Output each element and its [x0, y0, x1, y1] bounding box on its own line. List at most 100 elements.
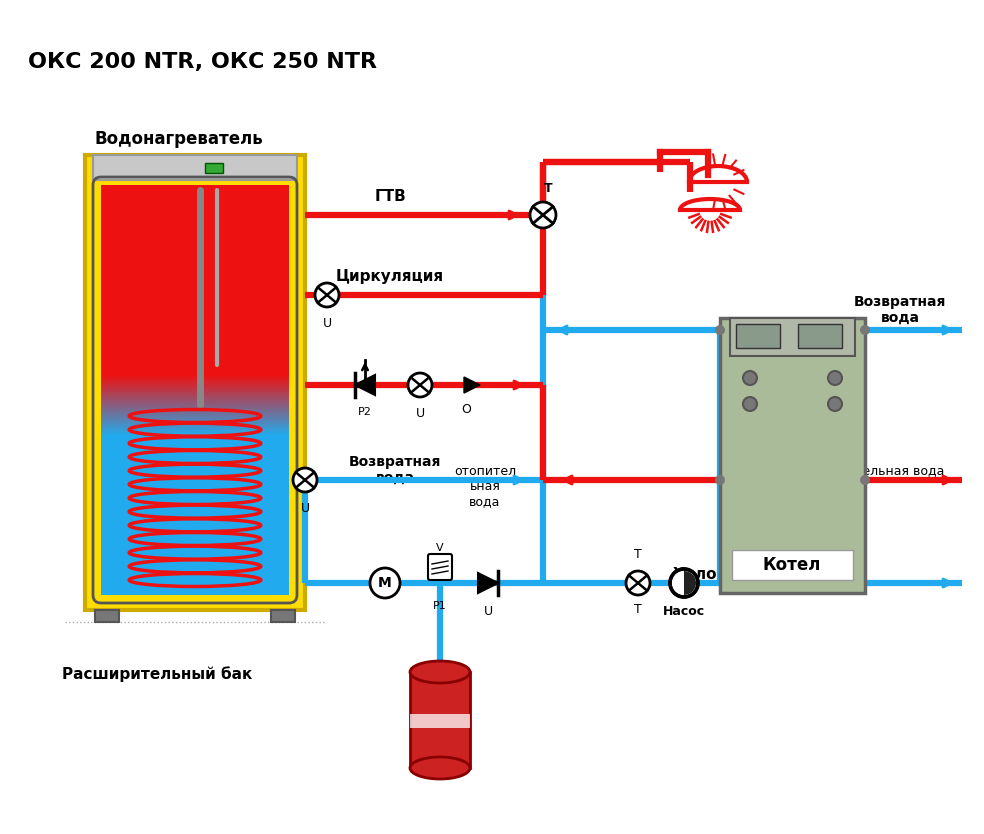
Circle shape — [626, 571, 650, 595]
Text: T: T — [544, 182, 552, 195]
Bar — [101, 396, 289, 397]
Bar — [101, 407, 289, 408]
Bar — [101, 403, 289, 404]
Bar — [101, 398, 289, 399]
FancyBboxPatch shape — [428, 554, 452, 580]
Ellipse shape — [410, 757, 470, 779]
Bar — [101, 376, 289, 377]
Bar — [410, 714, 470, 728]
Bar — [101, 423, 289, 424]
Circle shape — [828, 371, 842, 385]
Circle shape — [860, 325, 870, 335]
Bar — [101, 406, 289, 407]
Bar — [101, 374, 289, 376]
Bar — [101, 399, 289, 401]
Bar — [101, 419, 289, 420]
Bar — [101, 379, 289, 380]
Text: Циркуляция: Циркуляция — [336, 269, 444, 284]
Polygon shape — [478, 573, 498, 593]
Bar — [205, 163, 223, 173]
Bar — [101, 433, 289, 434]
Bar — [101, 389, 289, 391]
Bar — [101, 425, 289, 426]
Text: P2: P2 — [358, 407, 372, 417]
Bar — [271, 610, 295, 622]
Bar — [85, 155, 305, 610]
Text: отопител
ьная
вода: отопител ьная вода — [454, 465, 516, 508]
Bar — [93, 155, 297, 180]
Text: V: V — [436, 543, 444, 553]
Circle shape — [530, 202, 556, 228]
Bar — [101, 434, 289, 435]
Bar — [101, 404, 289, 405]
Bar — [101, 389, 289, 390]
Bar — [95, 610, 119, 622]
Bar — [101, 412, 289, 413]
Bar — [101, 427, 289, 428]
Text: U: U — [300, 502, 310, 515]
Circle shape — [743, 371, 757, 385]
Bar — [101, 411, 289, 412]
Bar — [101, 393, 289, 394]
Text: ОКС 200 NTR, ОКС 250 NTR: ОКС 200 NTR, ОКС 250 NTR — [28, 52, 377, 72]
Bar — [101, 402, 289, 403]
Bar — [720, 318, 865, 593]
Bar — [101, 428, 289, 429]
Circle shape — [670, 569, 698, 597]
Bar — [101, 394, 289, 395]
Bar — [101, 399, 289, 400]
Text: U: U — [323, 317, 332, 330]
Text: Возвратная
вода: Возвратная вода — [348, 455, 441, 485]
Bar — [101, 384, 289, 385]
Bar — [101, 386, 289, 387]
Bar — [101, 420, 289, 421]
Bar — [101, 406, 289, 595]
Circle shape — [370, 568, 400, 598]
Bar — [101, 418, 289, 419]
Circle shape — [860, 475, 870, 485]
Text: Водонагреватель: Водонагреватель — [95, 130, 264, 148]
Circle shape — [828, 397, 842, 411]
Circle shape — [293, 468, 317, 492]
Bar — [101, 409, 289, 411]
Bar — [101, 379, 289, 381]
Bar — [101, 432, 289, 433]
Bar — [101, 382, 289, 383]
Text: ГТВ: ГТВ — [374, 189, 405, 204]
Bar — [101, 416, 289, 417]
Circle shape — [715, 325, 725, 335]
Text: T: T — [634, 548, 642, 561]
Bar — [101, 383, 289, 384]
Bar — [101, 422, 289, 423]
Text: P1: P1 — [433, 601, 447, 611]
Bar — [101, 387, 289, 388]
Bar — [101, 426, 289, 427]
Bar — [101, 417, 289, 418]
Bar — [101, 429, 289, 430]
Bar — [101, 381, 289, 382]
Bar — [101, 394, 289, 396]
Text: U: U — [483, 605, 493, 618]
Wedge shape — [684, 571, 696, 595]
Text: Холодная вода: Холодная вода — [673, 567, 807, 582]
Polygon shape — [464, 377, 480, 393]
Bar — [101, 388, 289, 389]
Bar — [101, 401, 289, 402]
Bar — [101, 185, 289, 406]
Text: M: M — [378, 576, 392, 590]
Text: Насос: Насос — [663, 605, 706, 618]
Text: T: T — [634, 603, 642, 616]
Bar — [101, 384, 289, 386]
Bar — [101, 421, 289, 422]
Circle shape — [315, 283, 339, 307]
Text: Возвратная
вода: Возвратная вода — [854, 295, 947, 325]
Bar — [101, 414, 289, 416]
Bar — [101, 392, 289, 393]
Bar — [101, 413, 289, 414]
Text: U: U — [415, 407, 424, 420]
Bar — [101, 378, 289, 379]
Bar — [101, 424, 289, 425]
Circle shape — [408, 373, 432, 397]
Polygon shape — [355, 375, 375, 395]
Ellipse shape — [410, 661, 470, 683]
